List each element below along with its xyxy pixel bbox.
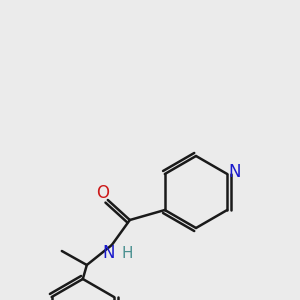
Text: N: N — [103, 244, 115, 262]
Text: H: H — [121, 245, 133, 260]
Text: O: O — [96, 184, 109, 202]
Text: N: N — [228, 163, 240, 181]
